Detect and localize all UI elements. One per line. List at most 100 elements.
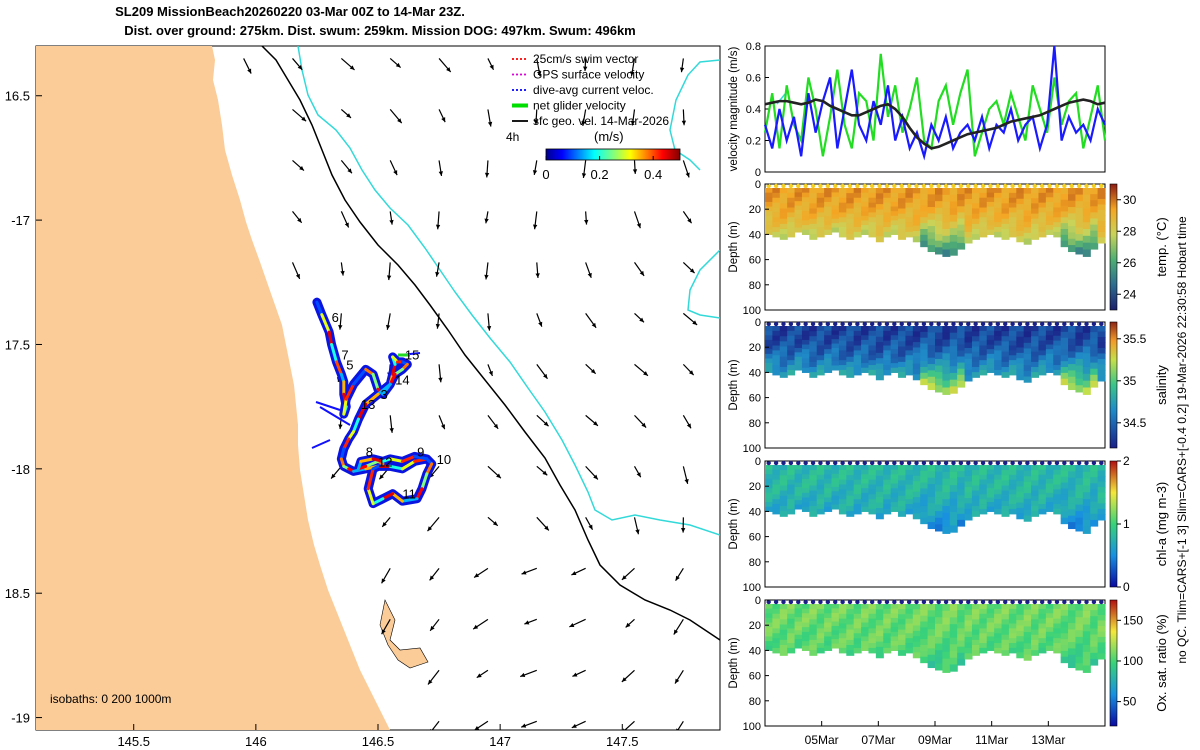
section-cell <box>765 478 773 485</box>
section-cell <box>964 204 973 211</box>
map-y-tick-label: 16.5 <box>5 89 30 104</box>
section-cell <box>809 624 818 631</box>
section-cell <box>1090 477 1099 484</box>
section-cell <box>949 372 958 381</box>
section-cell <box>1031 361 1040 368</box>
section-cell <box>794 482 803 488</box>
section-cell <box>1016 625 1025 632</box>
section-cell <box>853 335 862 342</box>
section-cell <box>905 499 914 505</box>
section-cell <box>994 222 1003 228</box>
section-cell <box>1016 331 1025 338</box>
section-cell <box>979 494 988 500</box>
velocity-arrowhead <box>581 121 586 126</box>
surface-marker <box>1069 183 1074 189</box>
section-cell <box>853 207 862 213</box>
section-cell <box>905 231 914 238</box>
section-cell <box>957 200 966 207</box>
section-cell <box>927 484 936 491</box>
section-cell <box>787 222 796 228</box>
velocity-arrowhead <box>385 324 391 330</box>
section-cell <box>912 363 921 370</box>
section-cell <box>912 652 921 659</box>
section-cell <box>1090 338 1099 345</box>
section-cell <box>905 479 914 486</box>
section-cell <box>765 358 773 364</box>
section-cell <box>787 613 796 620</box>
section-cell <box>971 326 980 332</box>
section-cell <box>971 465 980 471</box>
section-cell <box>838 207 847 213</box>
velocity-arrowhead <box>687 218 692 224</box>
section-cell <box>809 223 818 230</box>
section-cell <box>898 223 907 230</box>
section-cell <box>912 497 921 504</box>
section-cell <box>1016 630 1025 637</box>
section-cell <box>861 188 870 194</box>
section-cell <box>1060 234 1069 242</box>
section-cell <box>875 513 884 520</box>
surface-marker <box>943 599 949 605</box>
section-cell <box>927 357 936 365</box>
section-cell <box>949 511 958 520</box>
section-cell <box>853 638 862 644</box>
section-cell <box>868 508 877 515</box>
velocity-arrowhead <box>440 424 446 430</box>
section-cell <box>772 231 781 238</box>
surface-marker <box>1062 460 1067 466</box>
section-cell <box>971 629 980 636</box>
section-cell <box>994 623 1003 629</box>
section-cell <box>1060 240 1069 248</box>
section-cell <box>1097 508 1106 516</box>
velocity-arrowhead <box>338 324 343 330</box>
section-cell <box>772 335 781 342</box>
section-cell <box>1082 617 1091 626</box>
section-cell <box>809 500 818 507</box>
track-segment <box>388 464 404 471</box>
section-cell <box>1008 227 1017 233</box>
section-cell <box>765 363 773 369</box>
section-cell <box>1001 650 1010 656</box>
section-cell <box>890 326 899 332</box>
section-cell <box>853 188 862 194</box>
section-cell <box>831 205 840 211</box>
section-cell <box>772 207 781 213</box>
section-cell <box>861 363 870 369</box>
section-cell <box>949 201 958 209</box>
section-cell <box>1053 504 1062 510</box>
section-cell <box>971 480 980 487</box>
section-cell <box>920 337 929 345</box>
section-cell <box>898 634 907 641</box>
section-cell <box>846 234 855 240</box>
section-cell <box>1031 223 1040 230</box>
section-cell <box>1068 623 1077 630</box>
section-cell <box>957 368 966 376</box>
section-cell <box>1068 654 1077 662</box>
section-cell <box>1060 355 1069 362</box>
section-cell <box>942 373 951 382</box>
section-cell <box>1001 223 1010 230</box>
section-cell <box>1016 497 1025 504</box>
section-cell <box>890 225 899 231</box>
section-cell <box>986 353 995 360</box>
surface-marker <box>943 183 949 189</box>
section-cell <box>920 366 929 374</box>
section-cell <box>765 326 773 332</box>
velocity-arrowhead <box>484 172 490 178</box>
section-cell <box>898 619 907 626</box>
surface-marker <box>1069 460 1074 466</box>
track-segment <box>315 300 324 317</box>
section-cell <box>964 465 973 472</box>
surface-marker <box>833 460 838 466</box>
section-cell <box>861 197 870 203</box>
section-cell <box>942 499 951 507</box>
section-cell <box>772 465 781 471</box>
section-cell <box>986 636 995 642</box>
section-cell <box>861 645 870 651</box>
section-cell <box>853 212 862 218</box>
surface-marker <box>1003 321 1008 327</box>
section-cell <box>964 369 973 377</box>
section-cell <box>942 526 951 534</box>
